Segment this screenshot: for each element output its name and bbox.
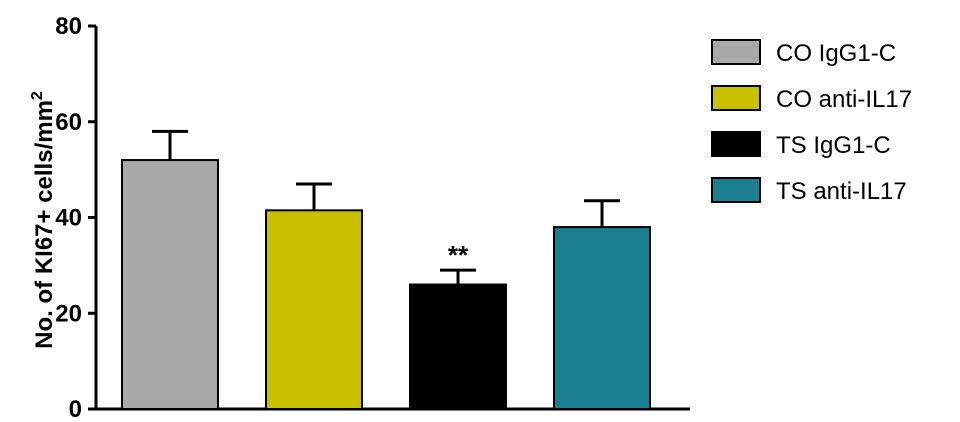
y-tick-label: 0 [69, 396, 82, 422]
legend-label: CO IgG1-C [776, 40, 896, 67]
y-axis-title-superscript: 2 [29, 91, 46, 100]
legend-swatch [711, 39, 761, 65]
legend-label: TS anti-IL17 [776, 178, 907, 205]
legend-label: CO anti-IL17 [776, 86, 912, 113]
bar-co-anti-il17 [265, 209, 363, 410]
significance-annotation: ** [448, 240, 469, 270]
legend-swatch [711, 85, 761, 111]
y-tick-label: 20 [55, 300, 82, 327]
legend-label: TS IgG1-C [776, 132, 891, 159]
bar-ts-igg1-c [409, 283, 507, 410]
legend: CO IgG1-C CO anti-IL17 TS IgG1-C TS anti-IL… [711, 39, 912, 205]
bar-co-igg1-c [121, 159, 219, 410]
y-tick-label: 80 [55, 13, 82, 40]
y-axis-title: No. of KI67+ cells/mm2 [29, 91, 58, 349]
y-tick-label: 60 [55, 109, 82, 136]
bar-ts-anti-il17 [553, 226, 651, 410]
y-axis-title-text: No. of KI67+ cells/mm [31, 100, 58, 349]
legend-swatch [711, 131, 761, 157]
y-tick-label: 40 [55, 205, 82, 232]
legend-swatch [711, 177, 761, 203]
bars: ** [121, 129, 651, 410]
